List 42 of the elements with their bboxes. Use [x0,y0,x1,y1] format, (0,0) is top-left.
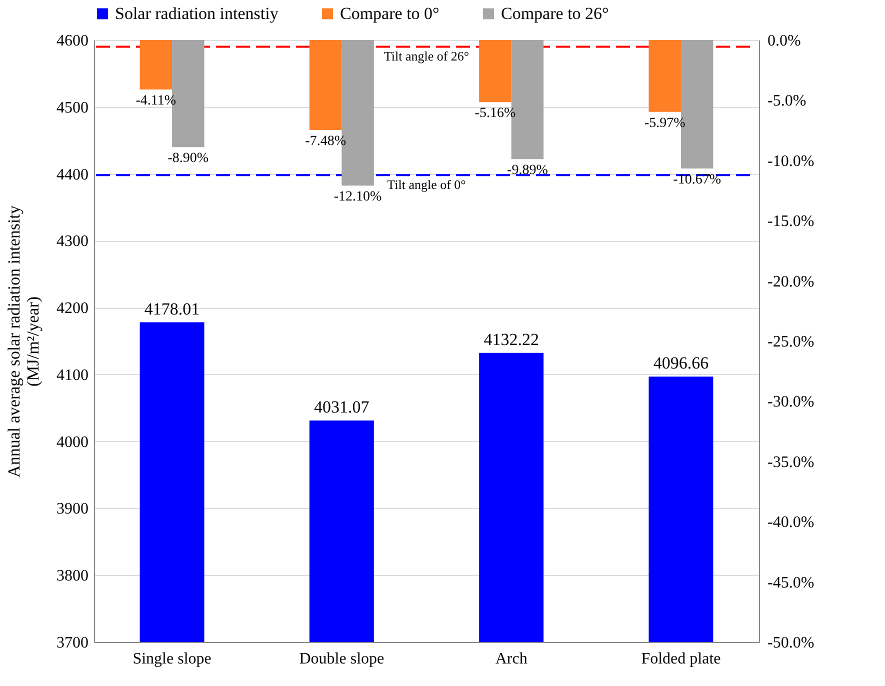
y-tick-label: 4000 [56,434,88,451]
y-tick-label: 4400 [56,166,88,184]
y-tick-label: 4200 [56,300,88,318]
x-tick-label: Single slope [132,650,212,668]
data-label: -8.90% [168,151,209,166]
y-tick-label: 3900 [56,500,88,518]
legend-label: Solar radiation intenstiy [115,4,279,23]
x-tick-label: Arch [495,650,528,668]
y-tick-label: 3800 [56,568,88,585]
x-tick-label: Double slope [299,650,384,668]
data-label: 4132.22 [484,330,539,349]
y2-tick-label: -15.0% [768,213,814,230]
legend-label: Compare to 0° [340,4,440,23]
data-label: -7.48% [305,134,346,150]
y2-tick-label: -20.0% [768,273,814,290]
y2-tick-label: -5.0% [768,92,806,110]
y-tick-label: 4100 [56,366,88,384]
y2-tick-label: -30.0% [768,394,814,411]
y2-tick-label: -10.0% [768,152,814,170]
data-label: 4031.07 [314,398,370,417]
data-label: -12.10% [334,190,382,205]
x-tick-label: Folded plate [641,650,721,668]
y2-tick-label: 0.0% [768,32,801,50]
y-axis-title: Annual average solar radiation intensity (MJ/m²/year) [4,205,42,478]
y-tick-label: 3700 [56,634,88,652]
data-label: -5.16% [474,106,516,122]
y2-tick-label: -50.0% [768,634,814,652]
data-label: 4096.66 [653,354,709,373]
y-tick-label: 4300 [56,233,88,250]
y2-tick-label: -40.0% [768,514,814,532]
y2-tick-label: -45.0% [768,574,814,592]
legend-label: Compare to 26° [501,4,609,23]
y-tick-label: 4500 [56,99,88,116]
data-label: -4.11% [136,93,176,108]
data-label: -5.97% [644,116,686,131]
y2-tick-label: -35.0% [768,454,814,471]
data-label: -10.67% [673,172,722,188]
y-tick-label: 4600 [56,32,88,50]
ref-line-label: Tilt angle of 26° [384,48,470,64]
data-label: 4178.01 [144,299,200,318]
ref-line-label: Tilt angle of 0° [387,177,466,192]
y2-tick-label: -25.0% [768,334,814,350]
